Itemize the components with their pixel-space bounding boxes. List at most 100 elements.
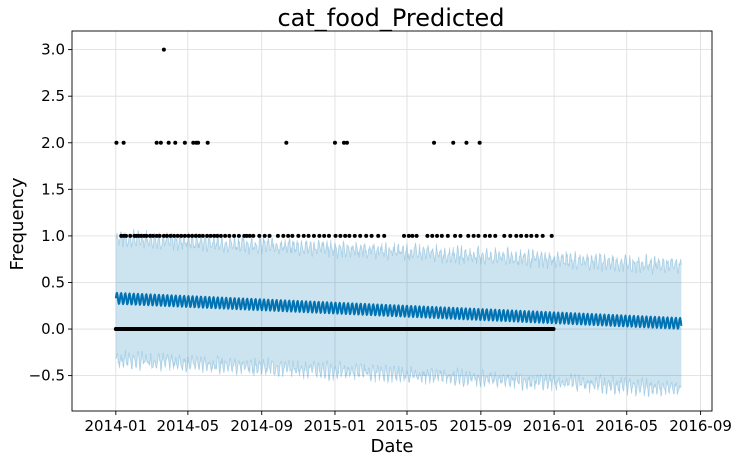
observed-point-one: [218, 233, 223, 238]
observed-point-one: [414, 233, 419, 238]
observed-point-one: [251, 233, 256, 238]
observed-point-one: [212, 233, 217, 238]
observed-point-one: [124, 233, 129, 238]
observed-point-two: [341, 140, 346, 145]
y-tick-label: 2.0: [41, 134, 65, 152]
observed-point-one: [161, 233, 166, 238]
observed-point-two: [205, 140, 210, 145]
forecast-line: [114, 291, 683, 330]
observed-point-one: [139, 233, 144, 238]
observed-point-one: [376, 233, 381, 238]
observed-point-one: [148, 233, 153, 238]
observed-point-one: [425, 233, 430, 238]
observed-point-one: [281, 233, 286, 238]
observed-point-one: [275, 233, 280, 238]
observed-point-one: [223, 233, 228, 238]
observed-point-two: [158, 140, 163, 145]
x-tick-label: 2015-09: [450, 417, 513, 435]
observed-point-one: [549, 233, 554, 238]
observed-point-zero: [551, 327, 556, 332]
observed-point-one: [244, 233, 249, 238]
observed-point-one: [322, 233, 327, 238]
observed-point-one: [406, 233, 411, 238]
observed-point-one: [197, 233, 202, 238]
observed-point-one: [182, 233, 187, 238]
observed-point-one: [483, 233, 488, 238]
observed-point-one: [487, 233, 492, 238]
observed-point-one: [128, 233, 133, 238]
x-tick-label: 2015-01: [304, 417, 367, 435]
observed-point-one: [200, 233, 205, 238]
y-tick-label: 3.0: [41, 41, 65, 59]
observed-point-two: [191, 140, 196, 145]
y-tick-label: 1.0: [41, 227, 65, 245]
observed-point-two: [182, 140, 187, 145]
observed-point-one: [410, 233, 415, 238]
observed-point-one: [471, 233, 476, 238]
y-axis-label: Frequency: [7, 177, 28, 270]
observed-point-one: [301, 233, 306, 238]
observed-point-one: [333, 233, 338, 238]
plot-frame: [71, 30, 713, 412]
observed-point-one: [502, 233, 507, 238]
observed-point-two: [173, 140, 178, 145]
observed-point-one: [524, 233, 529, 238]
observed-point-one: [326, 233, 331, 238]
observed-point-one: [364, 233, 369, 238]
observed-point-one: [402, 233, 407, 238]
observed-point-one: [514, 233, 519, 238]
lower-bound-line: [115, 350, 682, 398]
observed-point-one: [453, 233, 458, 238]
x-axis-label: Date: [370, 436, 413, 457]
observed-point-one: [286, 233, 291, 238]
observed-point-one: [267, 233, 272, 238]
observed-point-one: [179, 233, 184, 238]
observed-point-one: [306, 233, 311, 238]
observed-point-one: [317, 233, 322, 238]
x-tick-label: 2014-09: [230, 417, 293, 435]
chart-title: cat_food_Predicted: [277, 4, 504, 32]
observed-point-two: [166, 140, 171, 145]
observed-point-one: [338, 233, 343, 238]
observed-point-one: [154, 233, 159, 238]
forecast-line-layer: [114, 291, 683, 330]
observed-point-one: [175, 233, 180, 238]
observed-point-one: [168, 233, 173, 238]
y-tick-label: 0.0: [41, 320, 65, 338]
axis-ticks: 2014-01 2014-05 2014-09 2015-01 2015-05 2015-…: [29, 41, 732, 435]
x-tick-label: 2016-01: [523, 417, 586, 435]
observed-point-one: [172, 233, 177, 238]
observed-point-one: [458, 233, 463, 238]
observed-point-one: [435, 233, 440, 238]
observed-point-two: [284, 140, 289, 145]
upper-bound-line: [115, 228, 682, 275]
observed-point-one: [257, 233, 262, 238]
observed-point-one: [430, 233, 435, 238]
observed-point-two: [344, 140, 349, 145]
uncertainty-band: [115, 228, 682, 398]
uncertainty-band-area: [115, 228, 682, 397]
observed-point-two: [154, 140, 159, 145]
observed-point-one: [290, 233, 295, 238]
observed-point-one: [466, 233, 471, 238]
observed-point-one: [296, 233, 301, 238]
observed-point-two: [432, 140, 437, 145]
y-tick-label: 2.5: [41, 87, 65, 105]
observed-point-one: [445, 233, 450, 238]
observed-point-one: [247, 233, 252, 238]
y-tick-label: −0.5: [29, 367, 65, 385]
observed-point-one: [519, 233, 524, 238]
observed-points: [113, 47, 556, 332]
observed-point-one: [311, 233, 316, 238]
observed-point-three: [161, 47, 166, 52]
observed-point-one: [529, 233, 534, 238]
observed-point-one: [493, 233, 498, 238]
observed-point-two: [332, 140, 337, 145]
observed-point-two: [196, 140, 201, 145]
observed-point-one: [186, 233, 191, 238]
observed-point-two: [477, 140, 482, 145]
observed-point-one: [343, 233, 348, 238]
observed-point-one: [208, 233, 213, 238]
observed-point-one: [358, 233, 363, 238]
